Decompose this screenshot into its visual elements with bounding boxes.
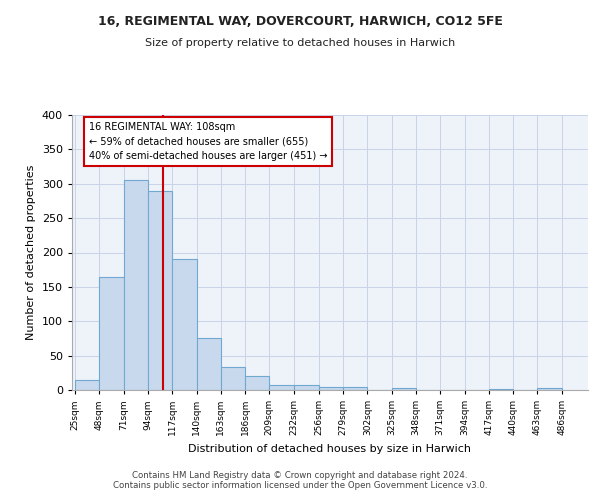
Bar — [343, 387, 367, 390]
Bar — [124, 180, 148, 390]
Bar — [319, 386, 343, 390]
Bar — [245, 376, 269, 390]
Text: Contains HM Land Registry data © Crown copyright and database right 2024.
Contai: Contains HM Land Registry data © Crown c… — [113, 470, 487, 490]
Bar — [75, 380, 100, 390]
Bar — [100, 276, 124, 390]
Bar — [197, 338, 221, 390]
Bar — [269, 384, 293, 390]
Bar — [221, 368, 245, 390]
Bar — [172, 260, 197, 390]
Text: 16, REGIMENTAL WAY, DOVERCOURT, HARWICH, CO12 5FE: 16, REGIMENTAL WAY, DOVERCOURT, HARWICH,… — [98, 15, 502, 28]
Y-axis label: Number of detached properties: Number of detached properties — [26, 165, 36, 340]
Bar — [148, 190, 172, 390]
Bar — [293, 384, 319, 390]
Text: Size of property relative to detached houses in Harwich: Size of property relative to detached ho… — [145, 38, 455, 48]
Bar — [392, 388, 416, 390]
Text: 16 REGIMENTAL WAY: 108sqm
← 59% of detached houses are smaller (655)
40% of semi: 16 REGIMENTAL WAY: 108sqm ← 59% of detac… — [89, 122, 328, 162]
Bar — [538, 388, 562, 390]
X-axis label: Distribution of detached houses by size in Harwich: Distribution of detached houses by size … — [188, 444, 472, 454]
Bar — [489, 388, 513, 390]
